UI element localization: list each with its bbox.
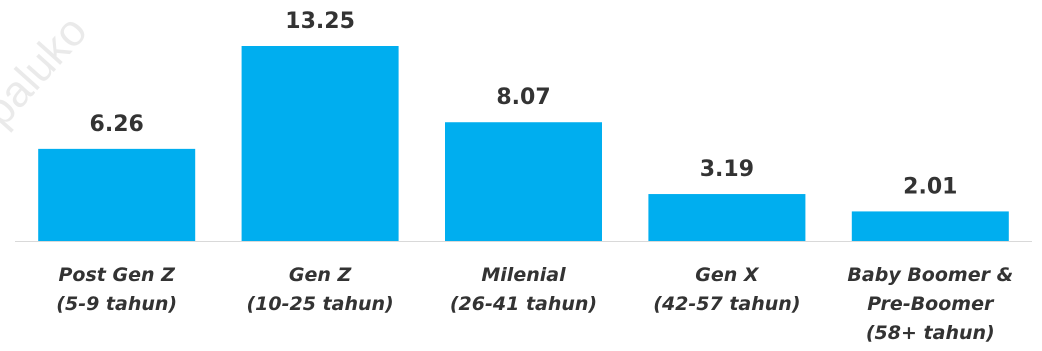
category-label: Gen X (42-57 tahun) [653,264,800,315]
bar [851,211,1009,241]
category-labels-group: Post Gen Z (5-9 tahun) Gen Z (10-25 tahun) M… [56,264,1013,344]
value-label: 6.26 [90,112,144,137]
value-label: 2.01 [903,174,957,199]
bars-group [38,46,1009,241]
category-label: Baby Boomer & Pre-Boomer (58+ tahun) [847,264,1013,344]
bar [648,194,806,241]
bar [38,148,196,241]
bar [445,122,602,241]
category-label: Gen Z (10-25 tahun) [246,264,393,315]
value-label: 8.07 [496,85,550,110]
category-label: Milenial (26-41 tahun) [450,264,597,315]
category-label: Post Gen Z (5-9 tahun) [56,264,177,315]
value-label: 13.25 [285,9,355,34]
value-labels-group: 6.26 13.25 8.07 3.19 2.01 [90,9,958,199]
value-label: 3.19 [700,157,754,182]
bar [241,46,399,241]
